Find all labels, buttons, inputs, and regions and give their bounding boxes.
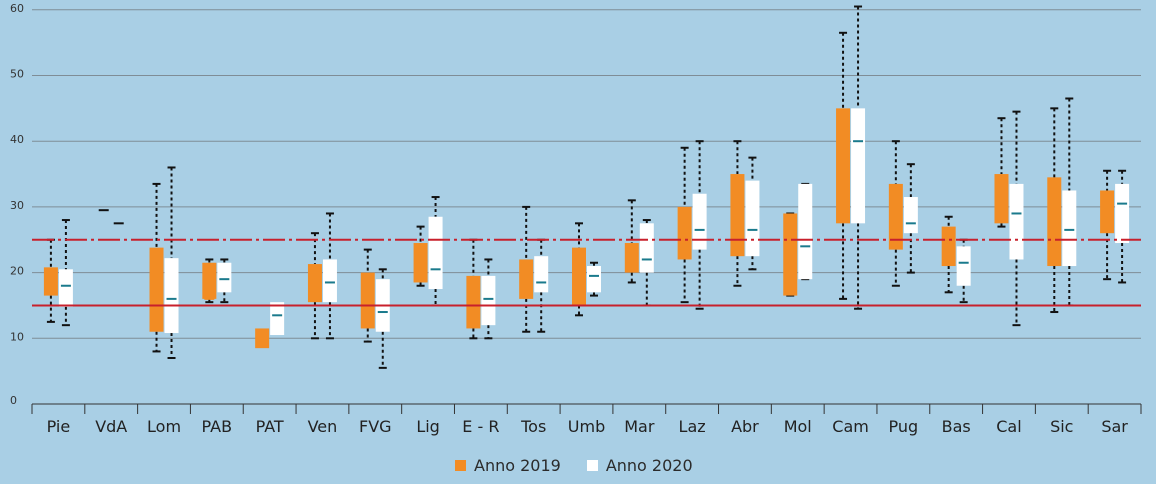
y-tick-label: 10 bbox=[10, 330, 24, 343]
box-anno-2020 bbox=[1062, 190, 1077, 267]
box-anno-2020 bbox=[745, 180, 760, 257]
x-tick-label: Mar bbox=[624, 417, 655, 436]
legend-item-2019: Anno 2019 bbox=[455, 456, 561, 475]
x-tick-label: Bas bbox=[942, 417, 971, 436]
box-anno-2020 bbox=[1009, 183, 1024, 260]
box-anno-2019 bbox=[624, 243, 639, 273]
x-tick-label: Sar bbox=[1101, 417, 1128, 436]
box-anno-2019 bbox=[888, 183, 903, 250]
x-tick-label: Sic bbox=[1050, 417, 1073, 436]
y-tick-label: 60 bbox=[10, 2, 24, 15]
box-anno-2020 bbox=[639, 223, 654, 273]
x-tick-label: VdA bbox=[95, 417, 127, 436]
box-anno-2020 bbox=[534, 256, 549, 293]
x-tick-label: Cal bbox=[996, 417, 1021, 436]
box-anno-2019 bbox=[307, 264, 322, 303]
box-anno-2019 bbox=[43, 267, 58, 296]
x-tick-label: E - R bbox=[462, 417, 499, 436]
box-anno-2020 bbox=[270, 302, 285, 336]
legend-swatch-2019 bbox=[455, 459, 466, 471]
x-tick-label: Ven bbox=[308, 417, 338, 436]
x-tick-label: PAT bbox=[256, 417, 284, 436]
box-anno-2019 bbox=[413, 243, 428, 283]
x-tick-label: Umb bbox=[568, 417, 605, 436]
x-tick-label: Mol bbox=[784, 417, 812, 436]
legend-label-2020: Anno 2020 bbox=[605, 455, 693, 475]
legend-item-2020: Anno 2020 bbox=[586, 455, 693, 475]
y-tick-label: 0 bbox=[10, 394, 17, 407]
legend-swatch-2020 bbox=[586, 459, 598, 471]
x-tick-label: Cam bbox=[832, 417, 869, 436]
box-anno-2020 bbox=[798, 183, 813, 280]
box-anno-2019 bbox=[994, 174, 1009, 224]
box-anno-2020 bbox=[851, 108, 866, 224]
y-tick-label: 40 bbox=[10, 133, 24, 146]
box-anno-2019 bbox=[149, 247, 164, 332]
box-anno-2019 bbox=[519, 259, 534, 299]
x-tick-label: Lom bbox=[147, 417, 181, 436]
x-tick-label: Pie bbox=[47, 417, 71, 436]
box-anno-2019 bbox=[572, 247, 586, 306]
x-tick-label: FVG bbox=[359, 417, 392, 436]
box-anno-2020 bbox=[481, 275, 496, 326]
box-anno-2020 bbox=[322, 259, 337, 303]
y-tick-label: 30 bbox=[10, 199, 24, 212]
box-anno-2019 bbox=[1100, 190, 1115, 234]
box-anno-2019 bbox=[677, 206, 692, 260]
y-tick-label: 50 bbox=[10, 68, 24, 81]
x-tick-label: PAB bbox=[202, 417, 233, 436]
x-tick-label: Laz bbox=[679, 417, 706, 436]
y-tick-label: 20 bbox=[10, 265, 24, 278]
x-tick-label: Tos bbox=[520, 417, 546, 436]
box-anno-2020 bbox=[58, 269, 73, 307]
box-anno-2019 bbox=[1047, 177, 1062, 267]
x-tick-label: Abr bbox=[731, 417, 759, 436]
box-anno-2020 bbox=[1115, 183, 1130, 244]
legend: Anno 2019 Anno 2020 bbox=[455, 453, 693, 477]
box-anno-2019 bbox=[255, 328, 270, 349]
box-anno-2020 bbox=[428, 216, 443, 290]
box-anno-2020 bbox=[164, 258, 179, 334]
box-anno-2020 bbox=[587, 266, 601, 293]
box-anno-2019 bbox=[941, 226, 956, 267]
box-anno-2019 bbox=[730, 174, 745, 257]
box-anno-2020 bbox=[903, 197, 918, 234]
box-anno-2019 bbox=[360, 272, 375, 329]
box-anno-2020 bbox=[956, 246, 971, 286]
box-anno-2019 bbox=[836, 108, 851, 224]
box-anno-2019 bbox=[466, 275, 481, 329]
box-anno-2019 bbox=[783, 213, 798, 296]
box-anno-2019 bbox=[202, 262, 217, 299]
x-tick-label: Lig bbox=[416, 417, 440, 436]
legend-label-2019: Anno 2019 bbox=[474, 455, 561, 475]
box-anno-2020 bbox=[217, 262, 232, 293]
x-tick-label: Pug bbox=[889, 417, 919, 436]
box-anno-2020 bbox=[692, 193, 707, 250]
